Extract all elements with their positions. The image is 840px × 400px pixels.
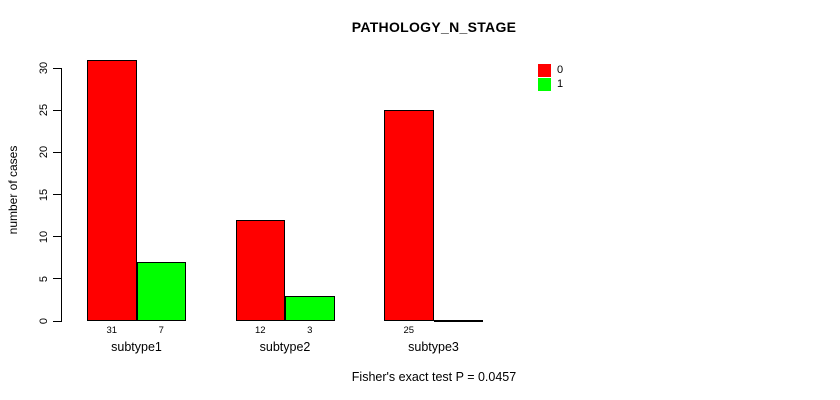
bar-value-label: 12: [254, 325, 266, 336]
y-axis-label: number of cases: [6, 145, 20, 235]
bar-value-label: 7: [158, 325, 164, 336]
bar-subtype1-1: [136, 261, 186, 321]
y-tick-mark: [53, 194, 61, 195]
y-tick-mark: [53, 320, 61, 322]
bar-subtype2-0: [235, 219, 285, 321]
y-axis-line: [61, 68, 62, 322]
y-tick-mark: [53, 151, 61, 153]
bar-value-label: 31: [106, 325, 118, 336]
y-tick-label: 20: [38, 146, 50, 159]
chart-title: PATHOLOGY_N_STAGE: [351, 19, 517, 35]
bar-subtype2-1: [285, 295, 335, 321]
fisher-test-annotation: Fisher's exact test P = 0.0457: [351, 370, 517, 384]
bar-value-label: 25: [403, 325, 415, 336]
legend: 0 1: [538, 63, 563, 91]
legend-label: 0: [557, 63, 564, 76]
y-tick-mark: [53, 278, 61, 280]
legend-label: 1: [557, 77, 564, 90]
y-tick-label: 25: [38, 104, 50, 117]
category-label-subtype3: subtype3: [408, 340, 459, 354]
bar-subtype3-1-zero: [433, 320, 483, 322]
legend-swatch-green: [538, 77, 551, 91]
category-label-subtype1: subtype1: [111, 340, 162, 354]
y-tick-mark: [53, 236, 61, 238]
y-tick-label: 15: [38, 188, 50, 201]
y-tick-label: 5: [38, 275, 50, 282]
y-tick-mark: [53, 67, 61, 69]
legend-swatch-red: [538, 63, 551, 77]
bar-subtype3-0: [384, 110, 434, 321]
y-tick-mark: [53, 109, 61, 111]
legend-item-0: 0: [538, 63, 563, 77]
bar-value-label: 3: [307, 325, 313, 336]
y-tick-label: 30: [38, 61, 50, 75]
legend-item-1: 1: [538, 77, 563, 91]
y-tick-label: 10: [38, 230, 50, 243]
y-tick-label: 0: [38, 317, 50, 325]
bar-subtype1-0: [87, 59, 137, 321]
category-label-subtype2: subtype2: [259, 340, 311, 354]
